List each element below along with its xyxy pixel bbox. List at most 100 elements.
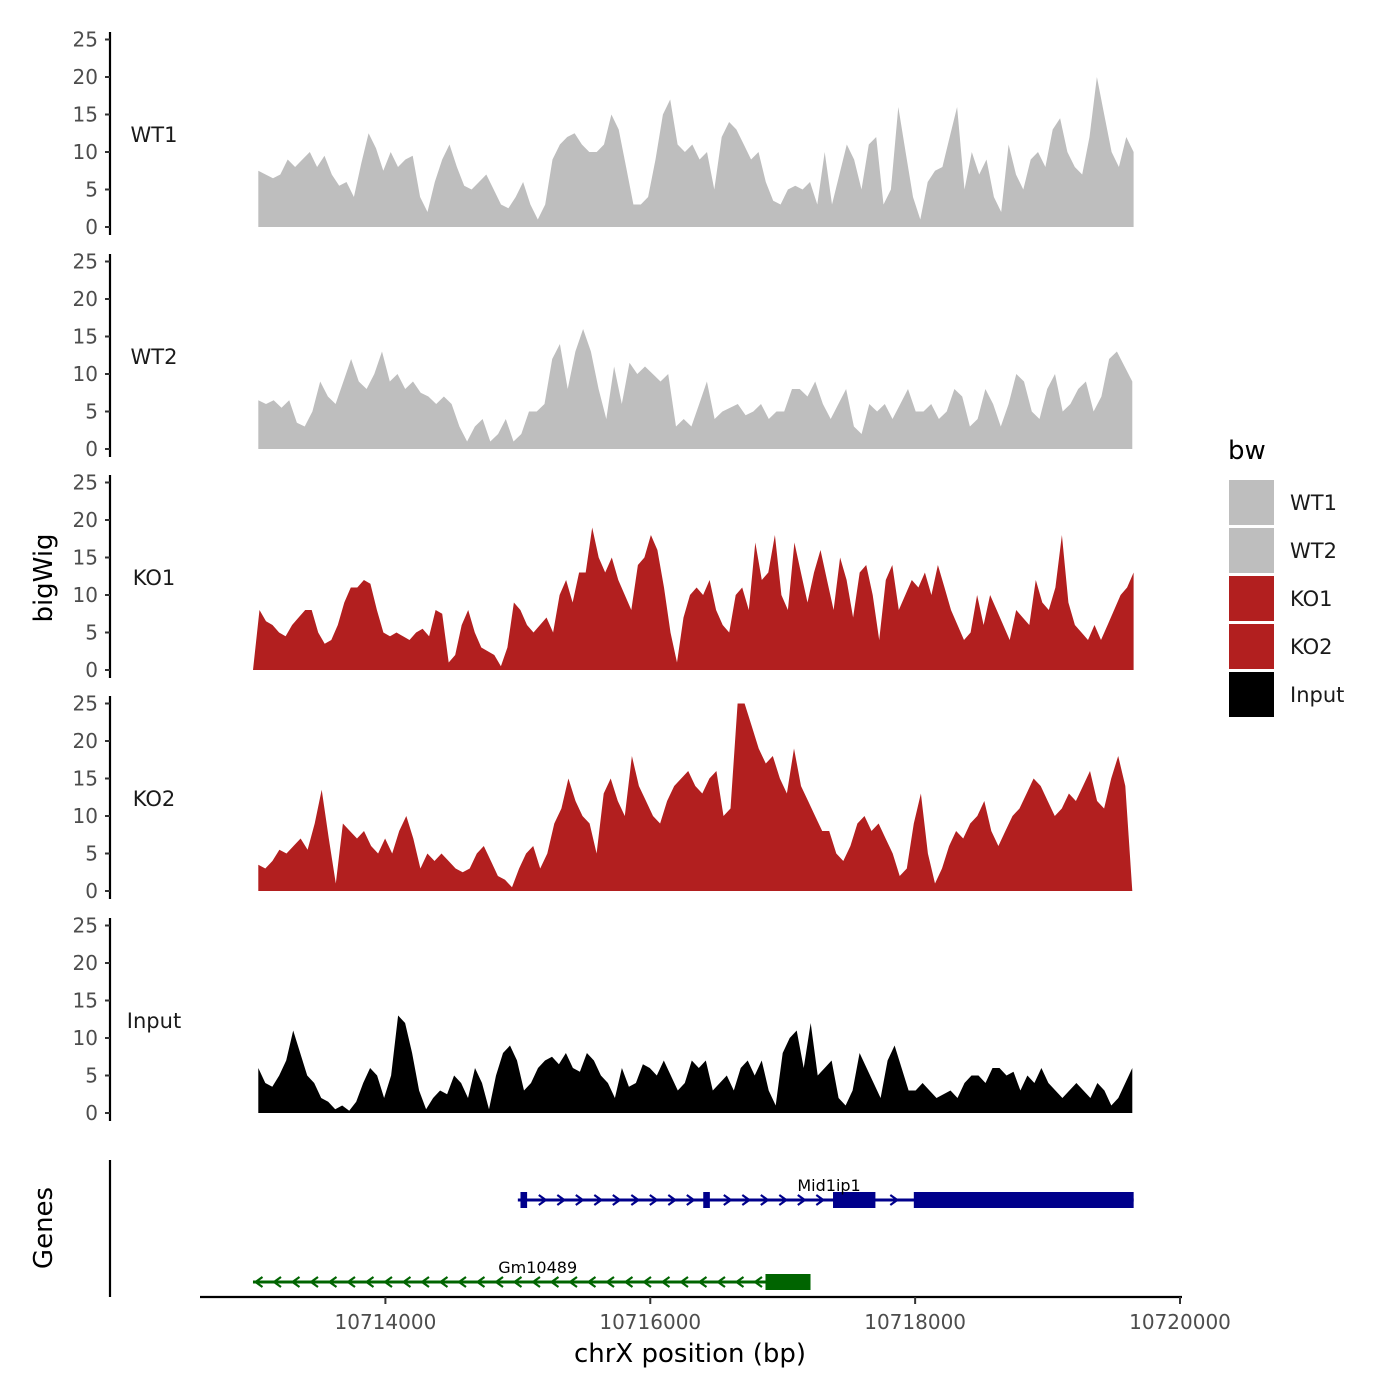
y-tick-label: 25 xyxy=(73,914,98,938)
x-tick-label: 10716000 xyxy=(599,1310,701,1334)
legend-swatch-ko1 xyxy=(1229,576,1274,621)
legend-swatch-ko2 xyxy=(1229,624,1274,669)
strand-arrow-icon xyxy=(401,1276,412,1288)
strand-arrow-icon xyxy=(253,1276,264,1288)
y-tick-label: 5 xyxy=(85,1064,98,1088)
strand-arrow-icon xyxy=(549,1276,560,1288)
legend-swatch-input xyxy=(1229,672,1274,717)
track-input: 0 5 10 15 20 25 Input xyxy=(73,914,1133,1125)
strand-arrow-icon xyxy=(494,1276,504,1288)
strand-arrow-icon xyxy=(679,1276,689,1288)
y-tick-label: 15 xyxy=(73,325,98,349)
y-tick-label: 20 xyxy=(73,951,98,975)
y-tick-label: 20 xyxy=(73,287,98,311)
strand-arrow-icon xyxy=(815,1194,826,1206)
x-axis-title: chrX position (bp) xyxy=(574,1339,806,1369)
legend-label-ko1: KO1 xyxy=(1290,587,1333,611)
y-tick-label: 10 xyxy=(73,1026,98,1050)
y-tick-label: 10 xyxy=(73,362,98,386)
strand-arrow-icon xyxy=(605,1276,615,1288)
y-tick-label: 20 xyxy=(73,65,98,89)
y-tick-label: 0 xyxy=(85,437,98,461)
y-tick-label: 0 xyxy=(85,658,98,682)
strand-arrow-icon xyxy=(309,1276,319,1288)
strand-arrow-icon xyxy=(568,1276,578,1288)
y-tick-label: 5 xyxy=(85,400,98,424)
y-tick-label: 25 xyxy=(73,471,98,495)
y-tick-label: 5 xyxy=(85,621,98,645)
strand-arrow-icon xyxy=(697,1276,708,1288)
y-axis-title: bigWig xyxy=(29,533,59,622)
strand-arrow-icon xyxy=(716,1276,726,1288)
coverage-area-ko1 xyxy=(253,527,1134,670)
strand-arrow-icon xyxy=(734,1276,745,1288)
track-label: KO2 xyxy=(133,787,176,811)
gene-exon xyxy=(520,1192,528,1208)
legend-title: bw xyxy=(1228,436,1266,466)
strand-arrow-icon xyxy=(420,1276,430,1288)
strand-arrow-icon xyxy=(667,1194,678,1206)
strand-arrow-icon xyxy=(760,1194,770,1206)
track-ko2: 0 5 10 15 20 25 KO2 xyxy=(73,692,1133,903)
x-tick-label: 10718000 xyxy=(864,1310,966,1334)
gene-track: Gm10489 Mid1ip1 xyxy=(108,1160,1134,1297)
gene-exon xyxy=(765,1274,811,1290)
strand-arrow-icon xyxy=(457,1276,467,1288)
x-tick-label: 10720000 xyxy=(1129,1310,1231,1334)
legend-label-ko2: KO2 xyxy=(1290,635,1333,659)
y-tick-label: 5 xyxy=(85,842,98,866)
y-tick-label: 20 xyxy=(73,508,98,532)
strand-arrow-icon xyxy=(556,1194,567,1206)
strand-arrow-icon xyxy=(753,1276,763,1288)
y-tick-label: 15 xyxy=(73,989,98,1013)
strand-arrow-icon xyxy=(612,1194,622,1206)
gene-gm10489: Gm10489 xyxy=(252,1258,811,1290)
x-tick-label: 10714000 xyxy=(335,1310,437,1334)
coverage-area-ko2 xyxy=(258,703,1133,891)
gene-label: Gm10489 xyxy=(498,1258,577,1277)
strand-arrow-icon xyxy=(593,1194,604,1206)
strand-arrow-icon xyxy=(512,1276,523,1288)
coverage-area-wt1 xyxy=(258,77,1134,227)
strand-arrow-icon xyxy=(538,1194,548,1206)
strand-arrow-icon xyxy=(741,1194,752,1206)
gene-mid1ip1: Mid1ip1 xyxy=(517,1176,1134,1208)
y-tick-label: 10 xyxy=(73,140,98,164)
coverage-tracks: 0510152025WT10510152025WT20510152025KO10… xyxy=(73,28,1134,1125)
track-wt1: 0 5 10 15 20 25 WT1 xyxy=(73,28,1134,239)
y-tick-label: 5 xyxy=(85,178,98,202)
strand-arrow-icon xyxy=(475,1276,486,1288)
y-tick-label: 20 xyxy=(73,729,98,753)
strand-arrow-icon xyxy=(623,1276,634,1288)
y-tick-label: 0 xyxy=(85,1101,98,1125)
track-ko1: 0 5 10 15 20 25 KO1 xyxy=(73,471,1134,682)
y-tick-label: 15 xyxy=(73,767,98,791)
y-tick-label: 25 xyxy=(73,250,98,274)
strand-arrow-icon xyxy=(290,1276,301,1288)
strand-arrow-icon xyxy=(383,1276,393,1288)
y-tick-label: 0 xyxy=(85,215,98,239)
y-tick-label: 10 xyxy=(73,583,98,607)
coverage-area-input xyxy=(258,1015,1133,1113)
y-tick-label: 0 xyxy=(85,879,98,903)
strand-arrow-icon xyxy=(778,1194,789,1206)
strand-arrow-icon xyxy=(327,1276,338,1288)
strand-arrow-icon xyxy=(438,1276,449,1288)
strand-arrow-icon xyxy=(889,1194,900,1206)
track-wt2: 0 5 10 15 20 25 WT2 xyxy=(73,250,1133,461)
legend-label-wt1: WT1 xyxy=(1290,491,1337,515)
strand-arrow-icon xyxy=(586,1276,597,1288)
strand-arrow-icon xyxy=(630,1194,641,1206)
strand-arrow-icon xyxy=(797,1194,807,1206)
track-label: WT2 xyxy=(131,345,178,369)
track-label: Input xyxy=(127,1009,181,1033)
strand-arrow-icon xyxy=(649,1194,659,1206)
y-tick-label: 25 xyxy=(73,692,98,716)
strand-arrow-icon xyxy=(531,1276,541,1288)
legend-swatch-wt1 xyxy=(1229,480,1274,525)
genes-track-title: Genes xyxy=(29,1187,59,1269)
y-tick-label: 15 xyxy=(73,103,98,127)
y-tick-label: 10 xyxy=(73,804,98,828)
y-tick-label: 25 xyxy=(73,28,98,52)
